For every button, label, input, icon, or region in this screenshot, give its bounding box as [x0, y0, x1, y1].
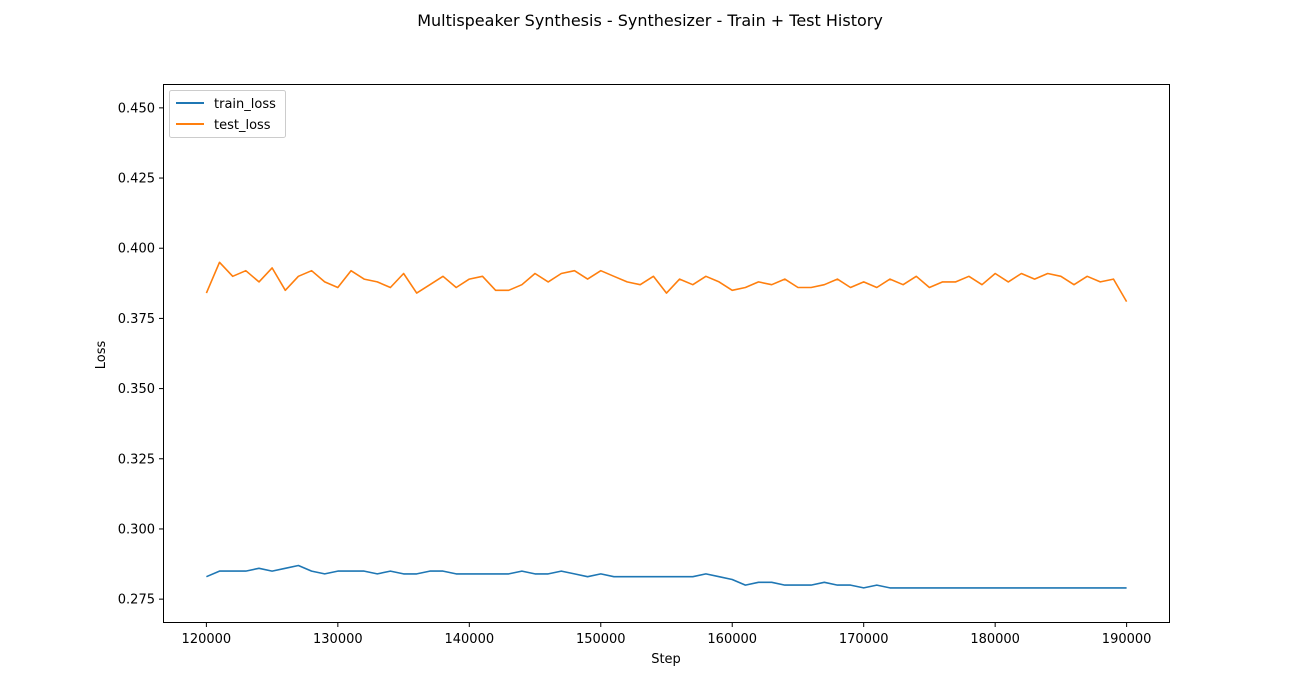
legend-label-test-loss: test_loss [214, 118, 271, 133]
y-tick-label: 0.450 [118, 101, 155, 116]
legend: train_loss test_loss [169, 90, 286, 138]
x-tick-label: 160000 [707, 632, 757, 647]
y-axis-label: Loss [94, 341, 109, 370]
legend-label-train-loss: train_loss [214, 97, 276, 112]
y-tick-label: 0.325 [118, 452, 155, 467]
plot-frame [163, 84, 1170, 623]
y-tick-label: 0.275 [118, 593, 155, 608]
series-line-test-loss [205, 261, 1128, 303]
x-tick-label: 130000 [313, 632, 363, 647]
y-tick-label: 0.400 [118, 242, 155, 257]
x-tick-label: 180000 [970, 632, 1020, 647]
x-tick-label: 140000 [444, 632, 494, 647]
x-axis: 120000 130000 140000 150000 160000 170000 1800… [182, 623, 1152, 647]
x-tick-label: 150000 [576, 632, 626, 647]
series-layer [205, 261, 1128, 589]
y-tick-label: 0.300 [118, 522, 155, 537]
y-tick-label: 0.350 [118, 382, 155, 397]
x-tick-label: 120000 [182, 632, 232, 647]
y-tick-label: 0.425 [118, 172, 155, 187]
x-tick-label: 170000 [839, 632, 889, 647]
y-axis: 0.275 0.300 0.325 0.350 0.375 0.400 0.425 0.450 [118, 101, 163, 608]
y-tick-label: 0.375 [118, 312, 155, 327]
x-axis-label: Step [651, 652, 681, 667]
chart-title: Multispeaker Synthesis - Synthesizer - T… [417, 11, 883, 30]
x-tick-label: 190000 [1102, 632, 1152, 647]
series-line-train-loss [206, 564, 1127, 589]
